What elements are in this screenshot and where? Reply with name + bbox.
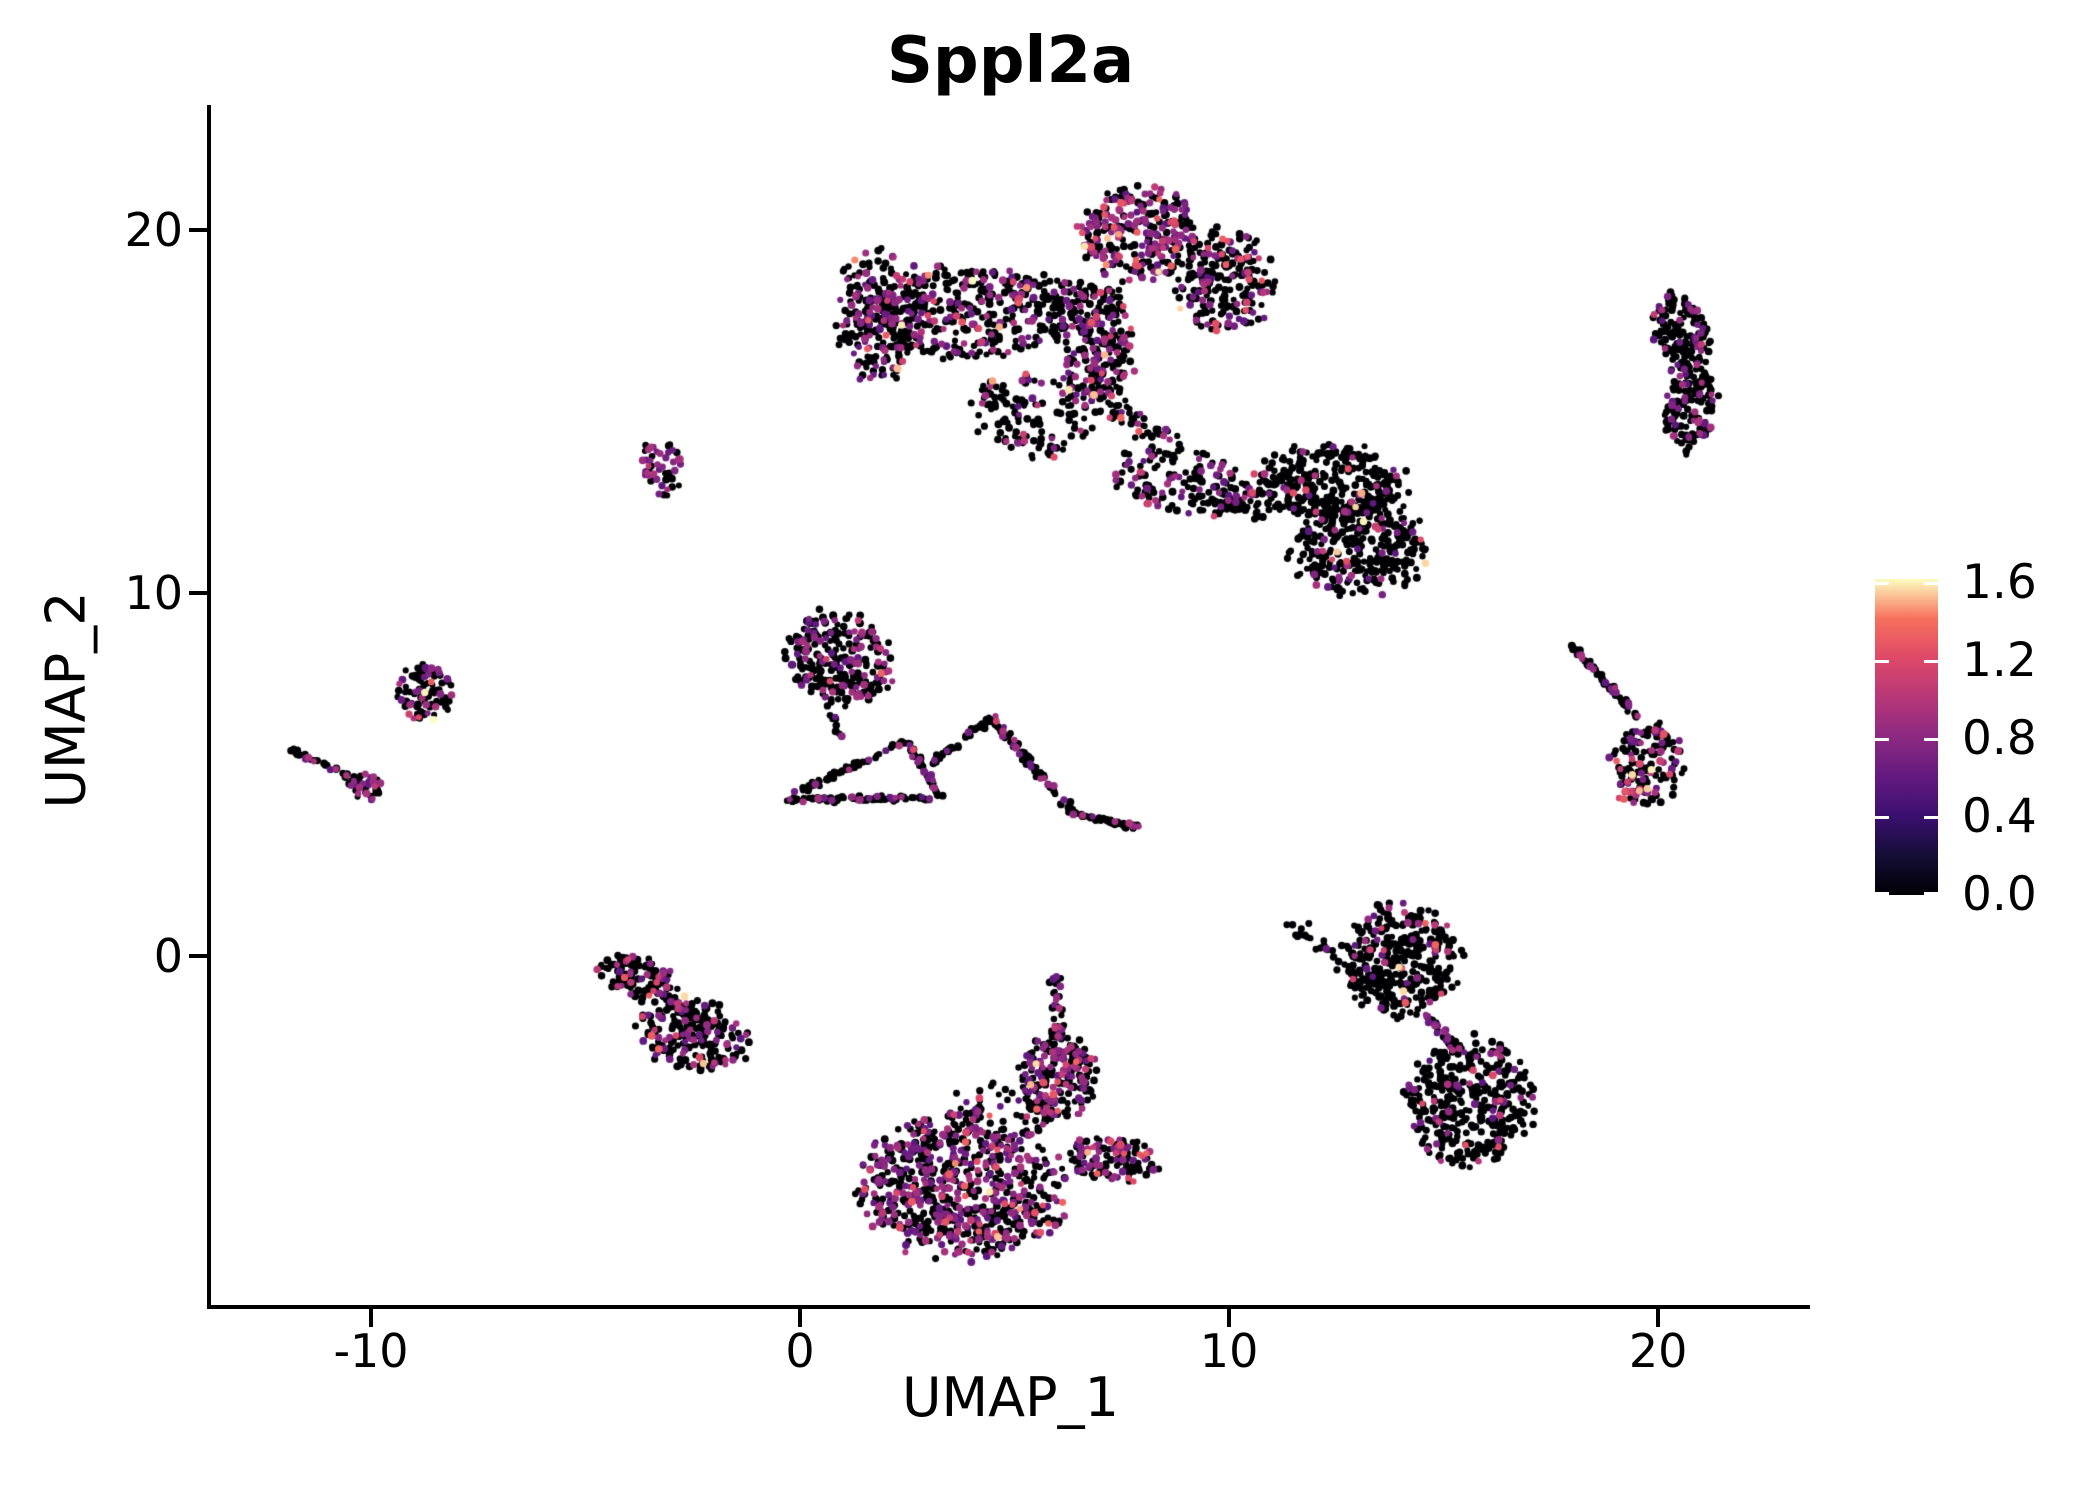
- y-tick-mark: [189, 590, 207, 595]
- y-tick-label: 0: [153, 928, 183, 983]
- colorbar-tick-notch: [1924, 892, 1938, 895]
- x-tick-label: 0: [785, 1324, 815, 1378]
- colorbar-tick-notch: [1875, 737, 1889, 741]
- colorbar-tick-label: 0.8: [1962, 710, 2037, 766]
- umap-scatter-canvas: [211, 105, 1810, 1305]
- x-tick-mark: [1227, 1309, 1232, 1327]
- y-tick-label: 20: [124, 202, 183, 257]
- plot-title: Sppl2a: [886, 24, 1135, 98]
- x-tick-label: 10: [1199, 1324, 1259, 1378]
- colorbar-tick-notch: [1875, 815, 1889, 819]
- colorbar-tick-notch: [1924, 659, 1938, 663]
- x-tick-mark: [798, 1309, 803, 1327]
- colorbar-tick-label: 1.2: [1962, 632, 2037, 688]
- x-tick-mark: [369, 1309, 374, 1327]
- colorbar-tick-notch: [1924, 737, 1938, 741]
- x-axis-label: UMAP_1: [902, 1366, 1119, 1429]
- x-tick-label: 20: [1628, 1324, 1688, 1378]
- colorbar-tick-label: 0.4: [1962, 788, 2037, 844]
- y-tick-mark: [189, 227, 207, 232]
- colorbar-tick-label: 0.0: [1962, 867, 2037, 922]
- colorbar-tick-notch: [1875, 659, 1889, 663]
- colorbar-tick-notch: [1875, 581, 1889, 585]
- y-tick-label: 10: [124, 565, 183, 620]
- x-tick-mark: [1656, 1309, 1661, 1327]
- colorbar-gradient: [1875, 579, 1938, 895]
- colorbar-tick-label: 1.6: [1962, 554, 2037, 610]
- colorbar-tick-notch: [1924, 815, 1938, 819]
- y-axis-label: UMAP_2: [34, 591, 98, 809]
- x-tick-label: -10: [333, 1324, 409, 1378]
- y-axis-line: [207, 105, 211, 1309]
- colorbar-tick-notch: [1875, 892, 1889, 895]
- x-axis-line: [207, 1305, 1810, 1309]
- colorbar-tick-notch: [1924, 581, 1938, 585]
- y-tick-mark: [189, 953, 207, 958]
